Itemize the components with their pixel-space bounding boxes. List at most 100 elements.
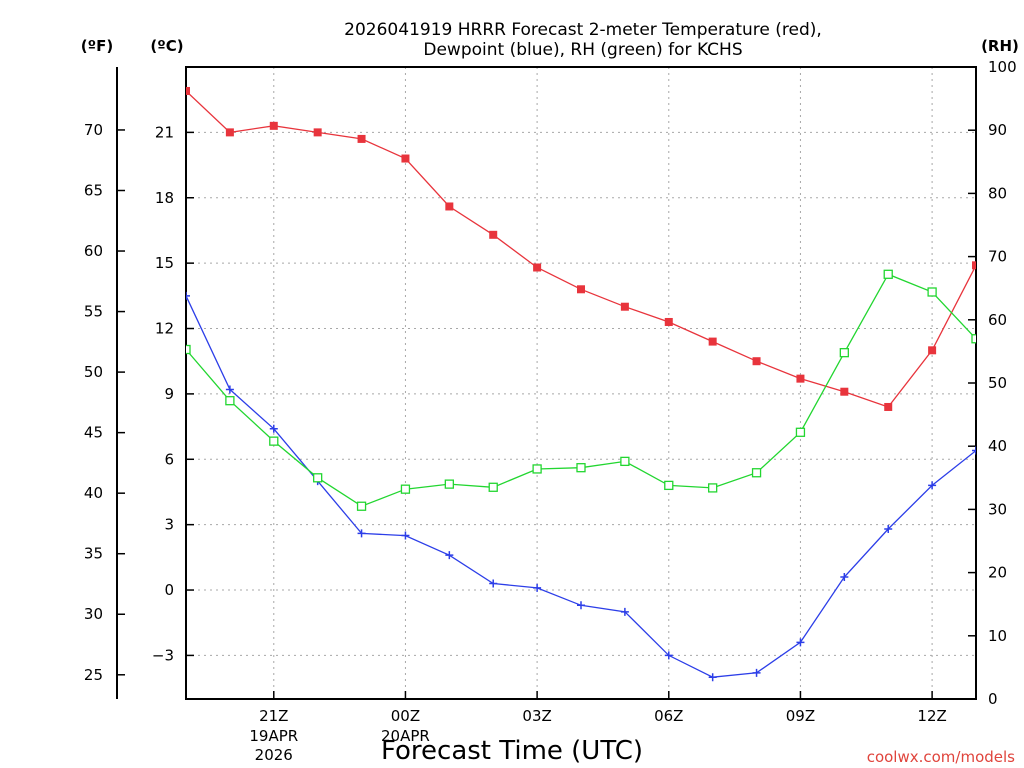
dewpoint-line: [186, 295, 976, 678]
rh-point: [708, 483, 718, 493]
temperature-point: [225, 128, 234, 137]
fahrenheit-unit-label: (ºF): [81, 37, 113, 55]
celsius-tick-label: 15: [155, 254, 174, 272]
x-tick-label: 09Z: [786, 707, 815, 725]
rh-tick-label: 0: [988, 690, 998, 708]
celsius-tick-label: 6: [164, 450, 174, 468]
temperature-point: [445, 202, 454, 211]
x-tick-date: 19APR: [249, 727, 298, 745]
x-axis-title: Forecast Time (UTC): [381, 736, 643, 766]
rh-point: [751, 468, 762, 478]
rh-tick-label: 100: [988, 58, 1017, 76]
rh-tick-label: 20: [988, 564, 1007, 582]
temperature-point: [357, 134, 366, 143]
dewpoint-point: [445, 551, 454, 560]
dewpoint-point: [269, 424, 278, 433]
temperature-point: [186, 86, 190, 95]
temperature-point: [796, 374, 805, 383]
celsius-tick-label: 21: [155, 123, 174, 141]
temperature-point: [620, 302, 629, 311]
dewpoint-point: [708, 673, 717, 682]
temperature-point: [840, 387, 849, 396]
rh-point: [356, 501, 367, 511]
fahrenheit-tick-label: 60: [84, 242, 103, 260]
rh-tick-label: 50: [988, 374, 1007, 392]
rh-tick-label: 10: [988, 627, 1007, 645]
x-tick-date: 20APR: [381, 727, 430, 745]
rh-point: [488, 482, 498, 492]
credit-text: coolwx.com/models: [867, 748, 1015, 766]
rh-point: [971, 334, 976, 344]
temperature-point: [708, 337, 717, 346]
rh-point: [927, 287, 937, 297]
fahrenheit-tick-label: 55: [84, 303, 103, 321]
dewpoint-point: [664, 651, 673, 660]
series-rh: [186, 269, 976, 511]
x-tick-label: 00Z: [391, 707, 420, 725]
fahrenheit-tick-label: 65: [84, 181, 103, 199]
rh-unit-label: (RH): [981, 37, 1019, 55]
dewpoint-point: [186, 291, 190, 300]
rh-point: [532, 464, 542, 474]
temperature-point: [533, 263, 542, 272]
rh-point: [269, 436, 279, 446]
dewpoint-point: [972, 446, 976, 455]
rh-point: [400, 484, 411, 494]
temperature-point: [313, 128, 322, 137]
chart-title-line1: 2026041919 HRRR Forecast 2-meter Tempera…: [344, 20, 822, 40]
fahrenheit-tick-label: 25: [84, 666, 103, 684]
celsius-tick-label: 12: [155, 320, 174, 338]
dewpoint-point: [840, 572, 849, 581]
series-temperature: [186, 86, 976, 411]
fahrenheit-tick-label: 30: [84, 605, 103, 623]
temperature-point: [752, 357, 761, 366]
temperature-point: [928, 346, 937, 355]
rh-tick-label: 30: [988, 500, 1007, 518]
x-tick-year: 2026: [255, 746, 293, 764]
temperature-line: [186, 90, 976, 408]
series-dewpoint: [186, 291, 976, 682]
rh-point: [883, 269, 893, 279]
temperature-point: [269, 121, 278, 130]
fahrenheit-tick-label: 40: [84, 484, 103, 502]
celsius-tick-label: 9: [164, 385, 174, 403]
rh-tick-label: 90: [988, 121, 1007, 139]
rh-tick-label: 70: [988, 248, 1007, 266]
dewpoint-point: [357, 529, 366, 538]
rh-point: [225, 396, 235, 406]
temperature-point: [664, 317, 673, 326]
dewpoint-point: [796, 638, 805, 647]
fahrenheit-tick-label: 50: [84, 363, 103, 381]
rh-tick-label: 80: [988, 184, 1007, 202]
rh-point: [795, 427, 806, 437]
rh-point: [313, 473, 323, 483]
celsius-unit-label: (ºC): [150, 37, 183, 55]
dewpoint-point: [577, 601, 585, 610]
dewpoint-point: [225, 385, 234, 394]
celsius-tick-label: 18: [155, 189, 174, 207]
dewpoint-point: [620, 607, 629, 616]
data-series: [186, 86, 976, 682]
temperature-point: [401, 154, 410, 163]
rh-point: [620, 456, 630, 467]
celsius-tick-label: 3: [164, 516, 174, 534]
temperature-point: [972, 261, 976, 270]
rh-tick-label: 60: [988, 311, 1007, 329]
x-tick-label: 06Z: [654, 707, 683, 725]
temperature-point: [489, 230, 498, 239]
x-tick-label: 21Z: [259, 707, 288, 725]
x-tick-label: 03Z: [522, 707, 551, 725]
rh-point: [186, 344, 191, 355]
dewpoint-point: [533, 583, 542, 592]
temperature-point: [884, 402, 893, 411]
x-tick-label: 12Z: [917, 707, 946, 725]
rh-point: [444, 479, 454, 489]
dewpoint-point: [401, 531, 410, 540]
rh-point: [576, 463, 586, 473]
dewpoint-point: [928, 481, 937, 490]
rh-tick-label: 40: [988, 437, 1007, 455]
rh-point: [839, 348, 849, 358]
chart-title-line2: Dewpoint (blue), RH (green) for KCHS: [423, 40, 742, 60]
axes: −3 0 3 6 9 12 15 18 21 25 30 35 40 45 50 55 60 65 70 0 10 20 3…: [84, 58, 1017, 764]
